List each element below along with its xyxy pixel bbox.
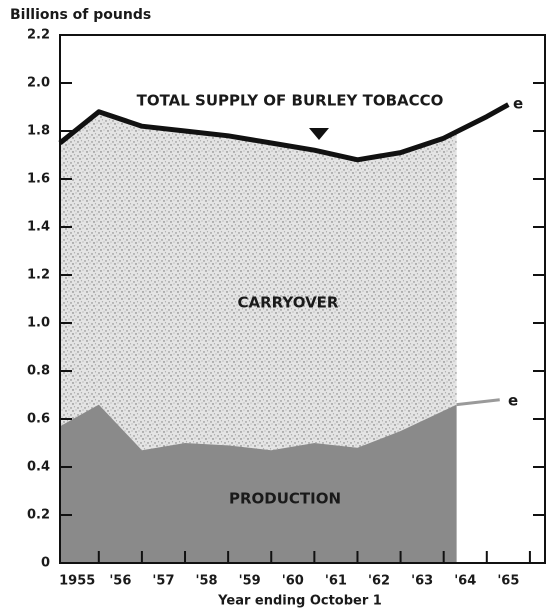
y-axis-label: Billions of pounds <box>10 7 151 23</box>
plot-frame <box>59 34 546 564</box>
y-tick-label: 1.8 <box>27 124 50 139</box>
plot-area <box>58 102 510 563</box>
production-area <box>60 404 457 563</box>
y-tick-label: 0 <box>41 556 50 571</box>
y-tick-label: 1.4 <box>27 220 50 235</box>
x-tick-label: '56 <box>109 574 131 589</box>
y-tick-label: 1.0 <box>27 316 50 331</box>
x-tick-label: '61 <box>325 574 347 589</box>
y-tick-label: 1.2 <box>27 268 50 283</box>
x-tick-label: '65 <box>497 574 519 589</box>
y-tick-label: 0.8 <box>27 364 50 379</box>
carryover-label: CARRYOVER <box>238 294 339 312</box>
y-tick-label: 0.4 <box>27 460 50 475</box>
x-tick-label: '62 <box>368 574 390 589</box>
x-tick-label: '60 <box>282 574 304 589</box>
x-tick-label: '63 <box>411 574 433 589</box>
y-tick-label: 1.6 <box>27 172 50 187</box>
y-tick-label: 2.0 <box>27 76 50 91</box>
x-tick-label: '64 <box>454 574 476 589</box>
x-axis-label: Year ending October 1 <box>217 594 382 608</box>
x-tick-label: '58 <box>196 574 218 589</box>
x-tick-label: 1955 <box>59 574 95 589</box>
total-label: TOTAL SUPPLY OF BURLEY TOBACCO <box>137 92 444 110</box>
arrow <box>309 128 329 140</box>
y-tick-label: 0.2 <box>27 508 50 523</box>
estimate-line <box>456 398 500 407</box>
y-tick-label: 0.6 <box>27 412 50 427</box>
x-tick-label: '59 <box>239 574 261 589</box>
estimate-label: e <box>508 392 518 410</box>
y-tick-label: 2.2 <box>27 28 50 43</box>
estimate-label: e <box>513 95 523 113</box>
total-line <box>58 102 510 163</box>
x-tick-label: '57 <box>152 574 174 589</box>
carryover-area <box>60 111 457 451</box>
production-label: PRODUCTION <box>229 490 341 508</box>
